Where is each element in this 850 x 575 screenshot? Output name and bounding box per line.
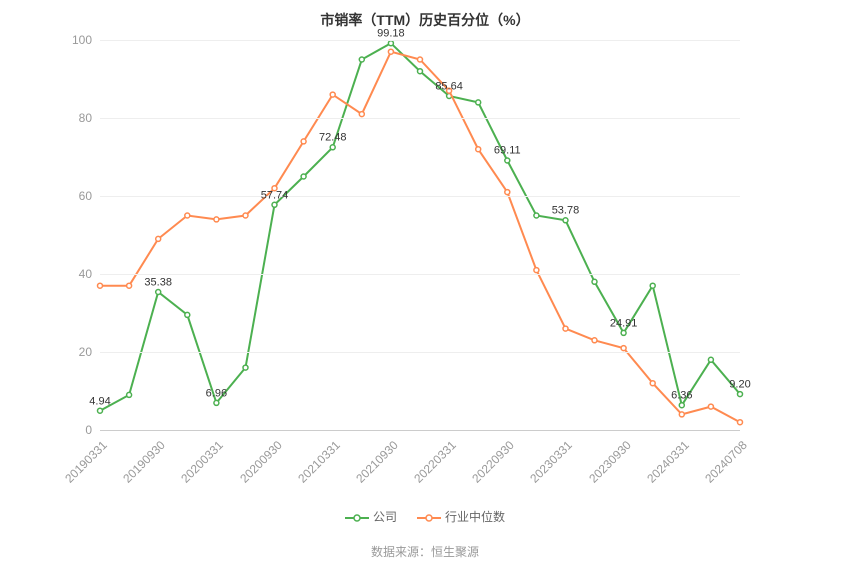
series-marker <box>621 346 626 351</box>
gridline <box>100 352 740 353</box>
series-marker <box>592 279 597 284</box>
series-marker <box>563 326 568 331</box>
series-marker <box>388 49 393 54</box>
series-marker <box>708 357 713 362</box>
series-marker <box>98 283 103 288</box>
data-point-label: 9.20 <box>729 379 750 391</box>
series-marker <box>679 412 684 417</box>
series-marker <box>214 217 219 222</box>
y-axis-tick-label: 60 <box>79 189 92 203</box>
y-axis-tick-label: 40 <box>79 267 92 281</box>
chart-title: 市销率（TTM）历史百分位（%） <box>0 10 850 30</box>
y-axis-tick-label: 0 <box>85 423 92 437</box>
x-axis-tick-label: 20240708 <box>702 438 750 486</box>
x-axis-tick-label: 20220331 <box>411 438 459 486</box>
series-marker <box>156 236 161 241</box>
series-marker <box>534 268 539 273</box>
series-marker <box>708 404 713 409</box>
series-marker <box>621 330 626 335</box>
series-marker <box>650 283 655 288</box>
x-axis-tick-label: 20210331 <box>295 438 343 486</box>
x-axis-tick-label: 20190930 <box>120 438 168 486</box>
series-marker <box>534 213 539 218</box>
plot-area: 0204060801002019033120190930202003312020… <box>100 40 740 430</box>
x-axis-tick-label: 20190331 <box>62 438 110 486</box>
series-marker <box>650 381 655 386</box>
series-marker <box>272 202 277 207</box>
data-point-label: 6.36 <box>671 390 692 402</box>
x-axis-tick-label: 20200331 <box>179 438 227 486</box>
y-axis-tick-label: 100 <box>72 33 92 47</box>
series-marker <box>359 57 364 62</box>
legend: 公司 行业中位数 <box>0 508 850 525</box>
series-marker <box>679 403 684 408</box>
y-axis-tick-label: 20 <box>79 345 92 359</box>
series-marker <box>330 145 335 150</box>
gridline <box>100 118 740 119</box>
chart-container: 市销率（TTM）历史百分位（%） 02040608010020190331201… <box>0 0 850 575</box>
legend-item: 公司 <box>345 508 397 525</box>
data-point-label: 35.38 <box>144 276 172 288</box>
legend-item: 行业中位数 <box>417 508 505 525</box>
series-marker <box>476 100 481 105</box>
series-marker <box>185 312 190 317</box>
series-marker <box>359 112 364 117</box>
chart-svg <box>100 40 740 430</box>
series-marker <box>418 57 423 62</box>
series-marker <box>156 290 161 295</box>
series-marker <box>214 400 219 405</box>
series-marker <box>738 392 743 397</box>
gridline <box>100 274 740 275</box>
legend-marker-icon <box>345 512 369 524</box>
legend-label: 公司 <box>373 510 397 524</box>
series-line <box>100 52 740 423</box>
x-axis-tick-label: 20210930 <box>353 438 401 486</box>
series-marker <box>505 190 510 195</box>
series-marker <box>592 338 597 343</box>
series-line <box>100 43 740 411</box>
legend-marker-icon <box>417 512 441 524</box>
gridline <box>100 430 740 431</box>
data-point-label: 4.94 <box>89 395 110 407</box>
x-axis-tick-label: 20200930 <box>237 438 285 486</box>
gridline <box>100 40 740 41</box>
data-point-label: 6.96 <box>206 387 227 399</box>
data-point-label: 72.48 <box>319 132 347 144</box>
series-marker <box>418 69 423 74</box>
series-marker <box>301 174 306 179</box>
series-marker <box>738 420 743 425</box>
series-marker <box>243 365 248 370</box>
series-marker <box>388 41 393 46</box>
series-marker <box>330 92 335 97</box>
data-point-label: 85.64 <box>435 80 463 92</box>
x-axis-tick-label: 20230930 <box>586 438 634 486</box>
series-marker <box>476 147 481 152</box>
data-point-label: 99.18 <box>377 28 405 40</box>
series-marker <box>563 218 568 223</box>
data-point-label: 53.78 <box>552 205 580 217</box>
x-axis-tick-label: 20240331 <box>644 438 692 486</box>
series-marker <box>185 213 190 218</box>
series-marker <box>243 213 248 218</box>
y-axis-tick-label: 80 <box>79 111 92 125</box>
gridline <box>100 196 740 197</box>
series-marker <box>505 158 510 163</box>
data-source: 数据来源：恒生聚源 <box>0 543 850 560</box>
x-axis-tick-label: 20230331 <box>528 438 576 486</box>
data-point-label: 24.91 <box>610 317 638 329</box>
series-marker <box>301 139 306 144</box>
series-marker <box>127 283 132 288</box>
legend-label: 行业中位数 <box>445 510 505 524</box>
x-axis-tick-label: 20220930 <box>470 438 518 486</box>
data-point-label: 57.74 <box>261 189 289 201</box>
series-marker <box>127 392 132 397</box>
data-point-label: 69.11 <box>494 145 521 157</box>
series-marker <box>98 408 103 413</box>
